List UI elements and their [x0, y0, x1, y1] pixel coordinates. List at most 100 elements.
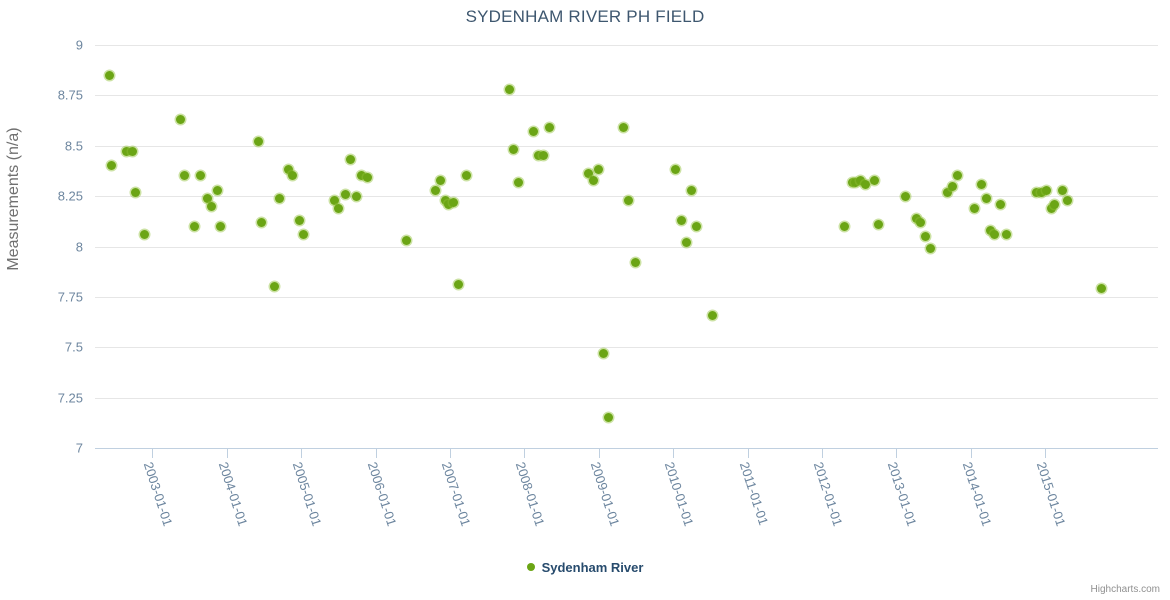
scatter-point[interactable]: [351, 191, 361, 201]
scatter-point[interactable]: [691, 221, 701, 231]
scatter-point[interactable]: [942, 187, 952, 197]
scatter-point[interactable]: [1041, 185, 1051, 195]
scatter-point[interactable]: [448, 197, 458, 207]
scatter-point[interactable]: [985, 225, 995, 235]
scatter-point[interactable]: [915, 217, 925, 227]
scatter-point[interactable]: [202, 193, 212, 203]
scatter-point[interactable]: [900, 191, 910, 201]
scatter-point[interactable]: [430, 185, 440, 195]
scatter-point[interactable]: [345, 155, 355, 165]
scatter-point[interactable]: [528, 127, 538, 137]
y-axis-tick-label: 7: [75, 440, 83, 456]
scatter-point[interactable]: [294, 215, 304, 225]
gridline: [95, 145, 1158, 147]
scatter-point[interactable]: [869, 175, 879, 185]
credits-label[interactable]: Highcharts.com: [1090, 584, 1160, 595]
scatter-point[interactable]: [269, 282, 279, 292]
scatter-point[interactable]: [106, 161, 116, 171]
y-axis-tick-label: 7.25: [57, 390, 83, 406]
scatter-point[interactable]: [189, 221, 199, 231]
scatter-point[interactable]: [911, 213, 921, 223]
scatter-point[interactable]: [598, 348, 608, 358]
scatter-point[interactable]: [340, 189, 350, 199]
scatter-point[interactable]: [333, 203, 343, 213]
chart-legend[interactable]: Sydenham River: [0, 560, 1170, 575]
scatter-point[interactable]: [544, 123, 554, 133]
scatter-point[interactable]: [1036, 187, 1046, 197]
plot-area[interactable]: [95, 45, 1158, 449]
scatter-point[interactable]: [215, 221, 225, 231]
scatter-point[interactable]: [104, 70, 114, 80]
scatter-point[interactable]: [453, 280, 463, 290]
scatter-point[interactable]: [707, 310, 717, 320]
scatter-point[interactable]: [593, 165, 603, 175]
scatter-point[interactable]: [1001, 229, 1011, 239]
scatter-point[interactable]: [256, 217, 266, 227]
scatter-point[interactable]: [839, 221, 849, 231]
scatter-point[interactable]: [461, 171, 471, 181]
scatter-point[interactable]: [362, 173, 372, 183]
scatter-point[interactable]: [920, 231, 930, 241]
scatter-point[interactable]: [1049, 199, 1059, 209]
scatter-point[interactable]: [253, 137, 263, 147]
scatter-point[interactable]: [583, 169, 593, 179]
scatter-point[interactable]: [676, 215, 686, 225]
scatter-point[interactable]: [1031, 187, 1041, 197]
scatter-point[interactable]: [274, 193, 284, 203]
scatter-point[interactable]: [588, 175, 598, 185]
scatter-point[interactable]: [681, 237, 691, 247]
scatter-point[interactable]: [283, 165, 293, 175]
scatter-point[interactable]: [121, 147, 131, 157]
x-axis-tick-mark: [599, 449, 600, 458]
scatter-point[interactable]: [850, 177, 860, 187]
x-axis-tick-label: 2015-01-01: [1033, 460, 1069, 528]
scatter-point[interactable]: [329, 195, 339, 205]
scatter-point[interactable]: [623, 195, 633, 205]
scatter-point[interactable]: [298, 229, 308, 239]
scatter-point[interactable]: [1057, 185, 1067, 195]
scatter-point[interactable]: [356, 171, 366, 181]
scatter-point[interactable]: [1062, 195, 1072, 205]
scatter-point[interactable]: [508, 145, 518, 155]
scatter-point[interactable]: [603, 413, 613, 423]
x-axis-tick-mark: [227, 449, 228, 458]
scatter-point[interactable]: [435, 175, 445, 185]
x-axis-line: [95, 448, 1158, 449]
scatter-point[interactable]: [401, 235, 411, 245]
scatter-point[interactable]: [981, 193, 991, 203]
scatter-point[interactable]: [179, 171, 189, 181]
scatter-point[interactable]: [175, 115, 185, 125]
scatter-point[interactable]: [947, 181, 957, 191]
y-axis-tick-label: 8: [75, 239, 83, 254]
scatter-point[interactable]: [969, 203, 979, 213]
scatter-point[interactable]: [513, 177, 523, 187]
x-axis-tick-label: 2003-01-01: [140, 460, 176, 528]
scatter-point[interactable]: [212, 185, 222, 195]
scatter-point[interactable]: [618, 123, 628, 133]
scatter-point[interactable]: [925, 244, 935, 253]
scatter-point[interactable]: [1096, 284, 1106, 294]
scatter-point[interactable]: [686, 185, 696, 195]
scatter-point[interactable]: [995, 199, 1005, 209]
legend-item[interactable]: Sydenham River: [526, 560, 643, 575]
scatter-point[interactable]: [533, 151, 543, 161]
scatter-point[interactable]: [670, 165, 680, 175]
gridline: [95, 95, 1158, 97]
scatter-point[interactable]: [206, 201, 216, 211]
scatter-point[interactable]: [287, 171, 297, 181]
scatter-point[interactable]: [976, 179, 986, 189]
scatter-point[interactable]: [860, 179, 870, 189]
scatter-point[interactable]: [130, 187, 140, 197]
scatter-point[interactable]: [989, 229, 999, 239]
scatter-point[interactable]: [873, 219, 883, 229]
scatter-point[interactable]: [443, 199, 453, 209]
scatter-point[interactable]: [630, 258, 640, 268]
scatter-point[interactable]: [952, 171, 962, 181]
scatter-point[interactable]: [504, 84, 514, 94]
scatter-point[interactable]: [538, 151, 548, 161]
scatter-point[interactable]: [855, 175, 865, 185]
x-axis-tick-mark: [301, 449, 302, 458]
scatter-point[interactable]: [127, 147, 137, 157]
scatter-point[interactable]: [195, 171, 205, 181]
scatter-point[interactable]: [139, 229, 149, 239]
